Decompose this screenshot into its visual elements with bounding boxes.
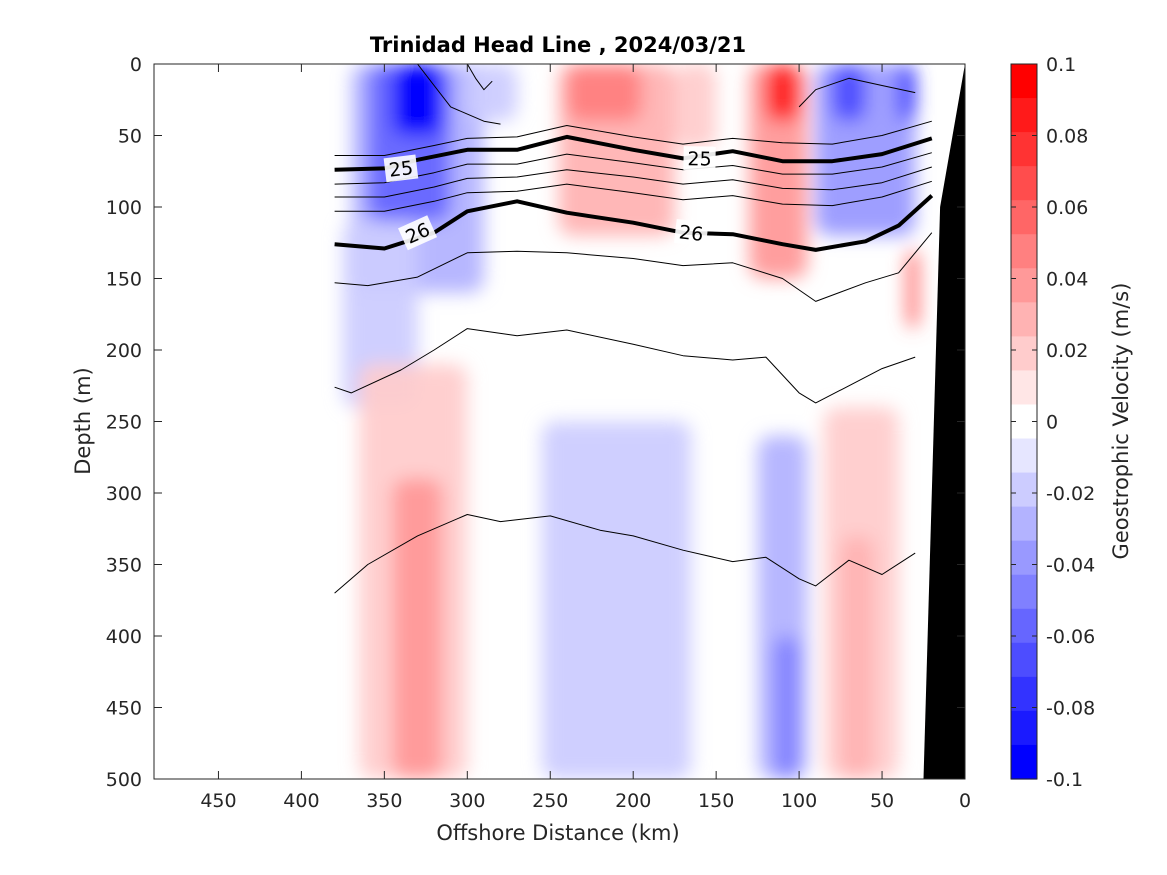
- y-axis-label: Depth (m): [71, 367, 95, 474]
- colorbar-band: [1011, 234, 1037, 269]
- colorbar-tick-label: -0.06: [1046, 626, 1095, 648]
- colorbar-band: [1011, 166, 1037, 201]
- colorbar-label: Geostrophic Velocity (m/s): [1109, 283, 1133, 560]
- density-contour: [334, 328, 916, 404]
- velocity-patch: [342, 221, 418, 408]
- contour-label-background: [398, 215, 438, 251]
- contour-label: 25: [388, 157, 415, 182]
- x-tick-label: 50: [870, 790, 894, 812]
- x-tick-label: 350: [366, 790, 402, 812]
- colorbar-band: [1011, 370, 1037, 406]
- density-contour-major: [334, 134, 933, 172]
- contour-label: 25: [687, 148, 711, 170]
- y-tick-label: 350: [106, 555, 142, 577]
- colorbar-band: [1011, 64, 1037, 99]
- colorbar-band: [1011, 642, 1037, 678]
- contour-label-background: [673, 218, 709, 247]
- y-axis: 0 50 100 150 200 250 300 350 400 450 500: [106, 54, 965, 791]
- y-tick-label: 50: [118, 126, 142, 148]
- x-axis-label: Offshore Distance (km): [436, 821, 679, 845]
- velocity-patch: [541, 421, 692, 779]
- density-contour: [334, 152, 932, 185]
- colorbar-band: [1011, 268, 1037, 303]
- x-axis: 450 400 350 300 250 200 150 100 50 0: [200, 64, 971, 812]
- bathymetry: [923, 64, 965, 779]
- colorbar-band: [1011, 574, 1037, 610]
- density-contour: [798, 77, 916, 108]
- colorbar-tick-label: 0.06: [1046, 197, 1088, 219]
- bathymetry-shelf: [923, 64, 965, 779]
- colorbar-band: [1011, 744, 1037, 780]
- contour-label-background: [683, 146, 716, 171]
- y-tick-label: 450: [106, 698, 142, 720]
- colorbar-tick-label: 0: [1046, 412, 1058, 434]
- y-tick-label: 250: [106, 412, 142, 434]
- velocity-patch: [674, 64, 717, 150]
- colorbar-band: [1011, 132, 1037, 167]
- velocity-patch: [392, 478, 443, 779]
- velocity-patch: [774, 636, 800, 779]
- colorbar-band: [1011, 506, 1037, 542]
- colorbar: 0.1 0.08 0.06 0.04 0.02 0 -0.02 -0.04 -0.06 -0.08…: [1010, 54, 1095, 791]
- density-contour-major: [334, 194, 934, 252]
- colorbar-band: [1011, 200, 1037, 235]
- colorbar-tick-label: -0.1: [1046, 769, 1083, 791]
- velocity-patch: [566, 64, 642, 122]
- y-tick-label: 0: [130, 54, 142, 76]
- velocity-patch: [392, 64, 443, 136]
- colorbar-tick-label: -0.04: [1046, 555, 1095, 577]
- x-tick-label: 300: [449, 790, 485, 812]
- colorbar-band: [1011, 676, 1037, 712]
- colorbar-tick-label: 0.1: [1046, 54, 1076, 76]
- velocity-patch: [840, 535, 874, 779]
- contour-label: 26: [678, 221, 705, 246]
- y-tick-label: 200: [106, 340, 142, 362]
- colorbar-band: [1011, 336, 1037, 372]
- density-contours: [334, 64, 934, 594]
- colorbar-band: [1011, 608, 1037, 644]
- colorbar-tick-label: -0.08: [1046, 698, 1095, 720]
- x-tick-label: 0: [959, 790, 971, 812]
- x-tick-label: 400: [283, 790, 319, 812]
- y-tick-label: 300: [106, 483, 142, 505]
- colorbar-tick-label: -0.02: [1046, 483, 1095, 505]
- chart-title: Trinidad Head Line , 2024/03/21: [370, 33, 746, 57]
- velocity-patch: [467, 64, 518, 122]
- y-tick-label: 400: [106, 626, 142, 648]
- colorbar-band: [1011, 438, 1037, 474]
- density-contour: [334, 514, 916, 594]
- density-contour: [417, 64, 501, 125]
- colorbar-tick-label: 0.04: [1046, 269, 1088, 291]
- velocity-patch: [832, 64, 866, 122]
- colorbar-tick-label: 0.02: [1046, 340, 1088, 362]
- y-tick-label: 100: [106, 197, 142, 219]
- velocity-patch: [765, 64, 800, 122]
- colorbar-tick-label: 0.08: [1046, 126, 1088, 148]
- density-contour: [334, 120, 932, 156]
- x-tick-label: 100: [781, 790, 817, 812]
- colorbar-band: [1011, 472, 1037, 508]
- density-contour: [334, 232, 933, 302]
- x-tick-label: 200: [615, 790, 651, 812]
- x-tick-label: 150: [698, 790, 734, 812]
- colorbar-band: [1011, 710, 1037, 746]
- y-tick-label: 150: [106, 269, 142, 291]
- colorbar-band: [1011, 540, 1037, 576]
- y-tick-label: 500: [106, 769, 142, 791]
- x-tick-label: 450: [200, 790, 236, 812]
- colorbar-band: [1011, 98, 1037, 133]
- colorbar-band: [1011, 302, 1037, 337]
- x-tick-label: 250: [532, 790, 568, 812]
- contour-label-background: [383, 154, 419, 183]
- density-contour: [334, 166, 932, 198]
- velocity-patch: [906, 249, 919, 329]
- velocity-patch: [898, 64, 916, 122]
- velocity-field: [342, 64, 919, 779]
- density-contour: [466, 64, 493, 91]
- density-contour: [334, 180, 932, 212]
